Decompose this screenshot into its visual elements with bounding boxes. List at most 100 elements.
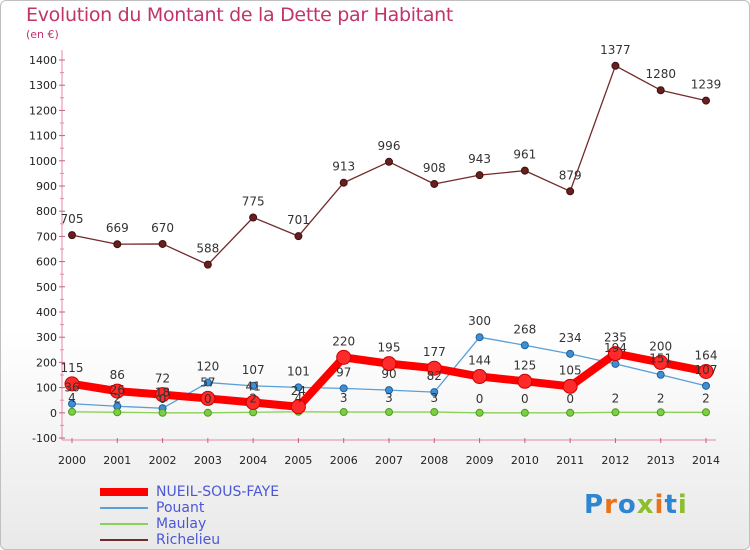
data-label-richelieu: 705: [61, 212, 84, 226]
legend-item-nueil-sous-faye: NUEIL-SOUS-FAYE: [100, 484, 279, 500]
data-point-pouant: [249, 381, 258, 390]
data-point-maulay: [520, 408, 529, 417]
data-point-pouant: [385, 386, 393, 395]
data-label-nueil-sous-faye: 144: [468, 354, 491, 368]
legend-swatch: [100, 523, 148, 525]
data-point-nueil-sous-faye: [64, 376, 80, 392]
data-label-richelieu: 588: [196, 242, 219, 256]
y-tick-label: 700: [36, 230, 57, 243]
y-tick-label: 400: [36, 306, 57, 319]
data-point-pouant: [611, 359, 620, 368]
data-label-richelieu: 1280: [645, 67, 676, 81]
data-label-maulay: 2: [657, 391, 665, 405]
data-label-maulay: 2: [249, 391, 257, 405]
data-label-maulay: 0: [521, 392, 529, 406]
data-point-nueil-sous-faye: [290, 399, 306, 415]
data-label-richelieu: 670: [151, 221, 174, 235]
data-label-pouant: 18: [155, 385, 170, 399]
data-label-nueil-sous-faye: 41: [246, 379, 261, 393]
y-tick-label: 200: [36, 356, 57, 369]
data-label-nueil-sous-faye: 72: [155, 372, 170, 386]
x-tick-label: 2002: [149, 454, 177, 467]
data-label-pouant: 101: [287, 364, 310, 378]
x-tick-label: 2003: [194, 454, 222, 467]
legend-item-richelieu: Richelieu: [100, 532, 279, 548]
y-tick-label: 100: [36, 382, 57, 395]
data-point-pouant: [339, 384, 348, 393]
y-tick-label: 300: [36, 331, 57, 344]
chart-unit-label: (en €): [26, 28, 59, 41]
data-label-pouant: 194: [604, 341, 627, 355]
data-point-richelieu: [702, 96, 710, 105]
data-point-maulay: [339, 408, 348, 417]
x-tick-label: 2000: [58, 454, 86, 467]
data-label-nueil-sous-faye: 235: [604, 331, 627, 345]
data-label-nueil-sous-faye: 164: [695, 348, 718, 362]
data-point-maulay: [113, 408, 122, 417]
data-label-nueil-sous-faye: 57: [200, 375, 215, 389]
legend-label: Richelieu: [156, 532, 221, 548]
data-point-richelieu: [113, 240, 122, 249]
x-tick-label: 2014: [692, 454, 720, 467]
y-tick-label: -100: [32, 432, 57, 445]
legend-label: Pouant: [156, 500, 205, 516]
data-point-pouant: [294, 383, 303, 392]
x-tick-label: 2009: [466, 454, 494, 467]
data-label-maulay: 0: [566, 392, 574, 406]
data-label-maulay: 2: [612, 391, 620, 405]
data-label-pouant: 300: [468, 314, 491, 328]
data-label-maulay: 4: [295, 391, 303, 405]
data-point-maulay: [430, 408, 439, 417]
legend-swatch: [100, 507, 148, 509]
data-point-pouant: [430, 388, 439, 397]
data-label-richelieu: 943: [468, 152, 491, 166]
data-point-nueil-sous-faye: [653, 354, 669, 370]
x-tick-label: 2008: [420, 454, 448, 467]
data-point-maulay: [566, 408, 575, 417]
data-point-pouant: [656, 370, 665, 379]
legend-label: NUEIL-SOUS-FAYE: [156, 484, 280, 500]
data-label-maulay: 4: [68, 391, 76, 405]
data-label-maulay: 3: [430, 391, 438, 405]
data-label-maulay: 0: [476, 392, 484, 406]
data-point-richelieu: [475, 171, 484, 180]
y-tick-label: 1300: [29, 79, 57, 92]
data-point-maulay: [611, 408, 620, 417]
data-point-richelieu: [249, 213, 258, 222]
x-tick-label: 2011: [556, 454, 584, 467]
data-label-nueil-sous-faye: 200: [649, 339, 672, 353]
data-label-richelieu: 879: [559, 168, 582, 182]
data-point-maulay: [68, 407, 76, 416]
data-label-richelieu: 1239: [691, 78, 722, 92]
data-label-richelieu: 908: [423, 161, 446, 175]
chart-title: Evolution du Montant de la Dette par Hab…: [26, 4, 454, 26]
data-point-pouant: [203, 378, 212, 387]
data-label-pouant: 268: [513, 322, 536, 336]
data-label-pouant: 107: [242, 363, 265, 377]
data-label-pouant: 120: [196, 360, 219, 374]
data-label-richelieu: 1377: [600, 43, 631, 57]
y-tick-label: 600: [36, 256, 57, 269]
data-point-nueil-sous-faye: [517, 373, 533, 389]
data-point-richelieu: [294, 232, 303, 241]
data-point-maulay: [158, 408, 167, 417]
data-point-nueil-sous-faye: [426, 360, 442, 376]
y-tick-label: 1000: [29, 155, 57, 168]
y-tick-label: 0: [50, 407, 57, 420]
x-tick-label: 2006: [330, 454, 358, 467]
data-label-pouant: 90: [381, 367, 396, 381]
legend-label: Maulay: [156, 516, 207, 532]
data-label-richelieu: 961: [513, 148, 536, 162]
data-point-pouant: [566, 349, 575, 358]
data-point-maulay: [656, 408, 665, 417]
data-point-nueil-sous-faye: [607, 346, 623, 362]
data-point-richelieu: [339, 178, 348, 187]
x-tick-label: 2001: [103, 454, 131, 467]
data-label-nueil-sous-faye: 24: [291, 384, 306, 398]
data-point-pouant: [702, 381, 710, 390]
data-point-nueil-sous-faye: [336, 349, 352, 365]
proxiti-logo: Proxiti: [584, 490, 688, 520]
data-label-nueil-sous-faye: 86: [110, 368, 125, 382]
